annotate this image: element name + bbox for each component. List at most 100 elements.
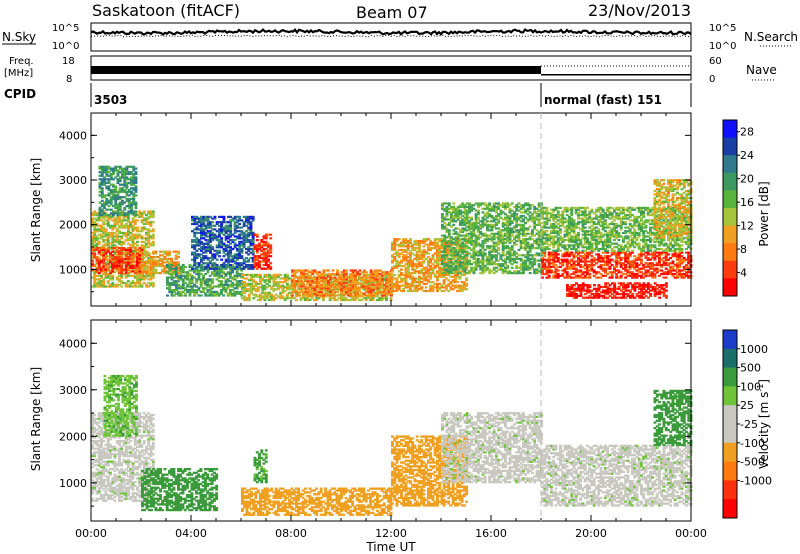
echo-cell <box>443 202 447 205</box>
echo-cell <box>222 267 226 270</box>
echo-cell <box>233 253 237 256</box>
echo-cell <box>456 234 460 237</box>
echo-cell <box>450 220 453 223</box>
echo-cell <box>293 285 297 288</box>
echo-cell <box>118 252 121 255</box>
echo-cell <box>215 251 219 254</box>
echo-cell <box>404 254 408 257</box>
echo-cell <box>161 263 165 266</box>
echo-cell <box>261 289 265 293</box>
echo-cell <box>402 248 406 251</box>
echo-cell <box>233 244 237 247</box>
echo-cell <box>358 287 362 290</box>
echo-cell <box>131 254 135 257</box>
echo-cell <box>495 263 498 266</box>
echo-cell <box>118 178 122 181</box>
echo-cell <box>193 251 197 254</box>
echo-cell <box>204 265 208 268</box>
echo-cell <box>376 295 379 298</box>
echo-cell <box>422 275 426 278</box>
echo-cell <box>436 252 439 255</box>
echo-cell <box>479 261 483 264</box>
echo-cell <box>495 254 498 257</box>
echo-cell <box>141 270 144 273</box>
echo-cell <box>98 165 102 168</box>
echo-cell <box>443 248 447 251</box>
echo-cell <box>515 272 519 275</box>
echo-cell <box>229 249 233 252</box>
echo-cell <box>351 280 355 283</box>
echo-cell <box>380 297 384 300</box>
echo-cell <box>263 288 267 291</box>
echo-cell <box>400 273 403 276</box>
echo-cell <box>217 274 221 277</box>
echo-cell <box>297 285 301 288</box>
echo-cell <box>395 259 399 262</box>
echo-cell <box>130 212 133 215</box>
echo-cell <box>387 280 391 283</box>
echo-cell <box>456 218 460 221</box>
echo-cell <box>367 276 371 279</box>
echo-cell <box>134 180 138 183</box>
echo-cell <box>233 290 237 293</box>
echo-cell <box>238 233 242 236</box>
echo-cell <box>463 259 466 262</box>
echo-cell <box>116 171 120 174</box>
echo-cell <box>302 290 306 293</box>
echo-cell <box>138 285 142 288</box>
echo-cell <box>450 263 453 266</box>
echo-cell <box>145 252 149 255</box>
echo-cell <box>413 247 417 250</box>
echo-cell <box>338 281 342 285</box>
echo-cell <box>184 287 187 290</box>
echo-cell <box>517 266 521 269</box>
echo-cell <box>449 281 453 284</box>
echo-cell <box>124 274 128 277</box>
echo-cell <box>495 266 498 269</box>
echo-cell <box>181 294 185 297</box>
echo-cell <box>204 256 208 260</box>
echo-cell <box>140 261 144 264</box>
echo-cell <box>147 262 151 265</box>
echo-cell <box>177 294 181 297</box>
echo-cell <box>190 285 194 288</box>
echo-cell <box>233 239 237 242</box>
echo-cell <box>490 207 494 210</box>
echo-cell <box>327 281 330 285</box>
echo-cell <box>138 215 142 218</box>
echo-cell <box>458 288 462 291</box>
echo-cell <box>324 281 328 285</box>
echo-cell <box>140 235 144 238</box>
echo-cell <box>97 230 101 233</box>
echo-cell <box>213 253 217 256</box>
echo-cell <box>441 213 444 216</box>
echo-cell <box>109 188 113 192</box>
echo-cell <box>406 289 410 293</box>
echo-cell <box>236 249 239 252</box>
echo-cell <box>147 274 151 277</box>
echo-cell <box>127 171 131 174</box>
echo-cell <box>121 196 124 199</box>
echo-cell <box>510 227 514 230</box>
echo-cell <box>391 268 394 271</box>
echo-cell <box>468 232 471 235</box>
echo-cell <box>443 207 447 210</box>
echo-cell <box>114 169 118 172</box>
echo-cell <box>247 264 251 267</box>
echo-cell <box>209 244 212 247</box>
echo-cell <box>385 295 388 298</box>
echo-cell <box>151 271 155 274</box>
echo-cell <box>168 276 172 279</box>
echo-cell <box>510 234 514 237</box>
echo-cell <box>211 272 214 276</box>
echo-cell <box>206 269 210 272</box>
echo-cell <box>442 275 446 278</box>
echo-cell <box>351 274 355 277</box>
echo-cell <box>333 290 337 293</box>
echo-cell <box>333 285 337 288</box>
echo-cell <box>193 219 197 222</box>
echo-cell <box>247 289 251 293</box>
echo-cell <box>424 239 428 243</box>
echo-cell <box>295 276 299 279</box>
echo-cell <box>115 239 119 242</box>
